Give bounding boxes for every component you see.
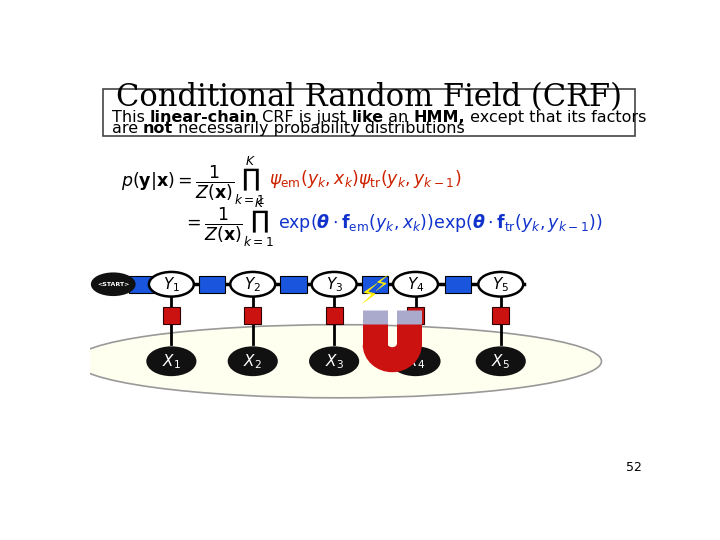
Ellipse shape [149,272,194,296]
Text: an: an [383,110,414,125]
Ellipse shape [478,272,523,296]
Text: This: This [112,110,150,125]
Text: $\exp(\boldsymbol{\theta} \cdot \mathbf{f}_{\mathrm{em}}(y_k, x_k))\exp(\boldsym: $\exp(\boldsymbol{\theta} \cdot \mathbf{… [278,212,602,234]
Text: $Y_5$: $Y_5$ [492,275,509,294]
Text: are: are [112,121,143,136]
Text: necessarily probability distributions: necessarily probability distributions [174,121,465,136]
Text: CRF is just: CRF is just [257,110,351,125]
Bar [492,307,509,325]
Text: not: not [143,121,174,136]
Ellipse shape [393,272,438,296]
Bar [445,276,472,293]
Bar [163,307,180,325]
Bar [244,307,261,325]
Bar [199,276,225,293]
Text: $Y_1$: $Y_1$ [163,275,180,294]
Bar [407,307,424,325]
Text: $X_4$: $X_4$ [406,352,425,370]
Text: like: like [351,110,383,125]
Text: ⚡: ⚡ [373,276,388,296]
Text: ⚡: ⚡ [359,282,379,310]
Ellipse shape [229,347,276,375]
Text: $= \dfrac{1}{Z(\mathbf{x})} \prod_{k=1}^{K}$: $= \dfrac{1}{Z(\mathbf{x})} \prod_{k=1}^… [183,197,274,249]
Text: $Y_4$: $Y_4$ [407,275,424,294]
Bar [325,307,343,325]
Text: linear-chain: linear-chain [150,110,257,125]
Text: Conditional Random Field (CRF): Conditional Random Field (CRF) [116,82,622,113]
Text: 52: 52 [626,462,642,475]
Text: $X_3$: $X_3$ [325,352,343,370]
Text: $p(\mathbf{y}|\mathbf{x}) = \dfrac{1}{Z(\mathbf{x})} \prod_{k=1}^{K}$: $p(\mathbf{y}|\mathbf{x}) = \dfrac{1}{Z(… [121,154,265,206]
Text: $X_5$: $X_5$ [491,352,510,370]
Text: $\psi_{\mathrm{em}}(y_k, x_k)\psi_{\mathrm{tr}}(y_k, y_{k-1})$: $\psi_{\mathrm{em}}(y_k, x_k)\psi_{\math… [269,168,461,190]
Text: except that its factors: except that its factors [465,110,647,125]
Text: <START>: <START> [97,282,130,287]
Text: $Y_3$: $Y_3$ [325,275,343,294]
Ellipse shape [312,272,356,296]
Ellipse shape [310,347,358,375]
Text: $X_2$: $X_2$ [243,352,262,370]
Ellipse shape [74,325,601,398]
Bar [361,276,388,293]
Bar [129,276,156,293]
Text: $Y_2$: $Y_2$ [244,275,261,294]
Text: $X_1$: $X_1$ [162,352,181,370]
Ellipse shape [92,273,135,295]
Ellipse shape [477,347,525,375]
Ellipse shape [230,272,275,296]
Text: HMM,: HMM, [414,110,465,125]
Ellipse shape [148,347,195,375]
Ellipse shape [392,347,439,375]
FancyBboxPatch shape [103,89,635,137]
Bar [280,276,307,293]
